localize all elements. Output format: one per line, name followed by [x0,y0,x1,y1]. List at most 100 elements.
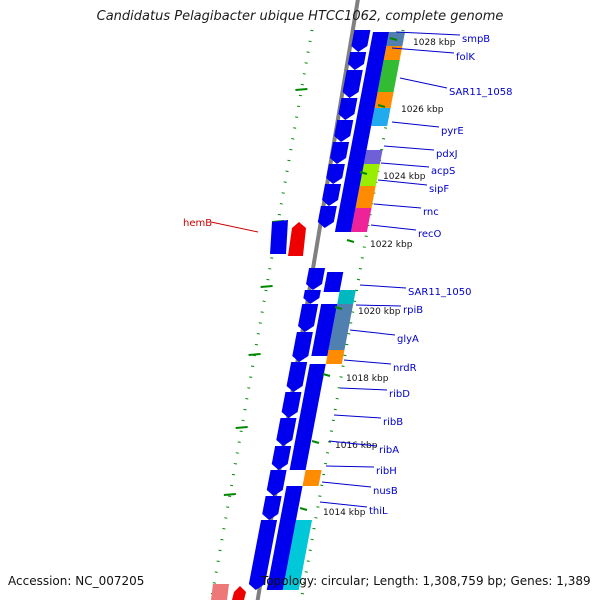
gene-label: rpiB [403,305,423,316]
bottom-gene-red [232,586,246,600]
gene-arrow [306,268,326,290]
gene-feature [350,208,372,232]
gene-arrow [262,496,282,520]
guide-tick [223,493,236,496]
gene-label: nrdR [393,363,417,374]
kbp-tick-mark [311,440,320,444]
gene-label: pyrE [441,126,464,137]
guide-tick [235,426,248,429]
gene-label: ribD [389,389,410,400]
gene-feature [383,46,403,60]
gene-feature [355,186,376,208]
gene-feature [359,164,380,186]
gene-leader-line [377,179,428,186]
gene-label: hemB [183,218,212,229]
gene-arrow [326,164,345,184]
gene-arrow [334,120,354,142]
kbp-tick-mark [334,306,343,310]
gene-block [295,400,319,440]
gene-block [289,440,312,470]
gene-leader-line [321,481,372,488]
gene-arrow [351,30,371,52]
kbp-tick-label: 1018 kbp [346,374,389,384]
gene-feature [377,60,400,92]
kbp-tick-label: 1016 kbp [335,441,378,451]
gene-feature [302,470,322,486]
hemB-gene-blue [270,220,288,254]
kbp-tick-label: 1022 kbp [370,240,413,250]
gene-block [280,486,303,520]
gene-feature [282,520,313,590]
gene-block [354,108,375,128]
gene-block [346,150,367,172]
gene-label: recO [418,229,442,240]
kbp-tick-label: 1028 kbp [413,38,456,48]
gene-leader-line [391,47,455,54]
guide-tick [260,285,273,288]
gene-block [302,364,326,400]
gene-arrow [303,290,321,304]
gene-leader-line [359,284,407,289]
kbp-tick-mark [389,37,398,41]
gene-block [334,196,358,232]
accession-text: Accession: NC_007205 [8,574,145,588]
gene-label: ribH [376,466,397,477]
gene-leader-line [395,31,461,36]
gene-arrow [298,304,319,332]
gene-label: ribA [379,445,399,456]
bottom-gene-pink [211,584,229,600]
gene-leader-line [399,77,448,89]
gene-label: folK [456,52,475,63]
gene-block [323,272,344,292]
gene-arrow [276,418,297,446]
gene-arrow [322,184,342,206]
gene-leader-line [355,304,402,307]
gene-leader-line [325,465,375,468]
hemB-gene-red [288,222,306,256]
kbp-tick-label: 1020 kbp [358,307,401,317]
gene-arrow [281,392,302,418]
gene-leader-line [349,329,396,336]
gene-leader-line [370,224,417,231]
gene-block [311,304,338,356]
gene-arrow [347,52,367,70]
gene-arrow [266,470,287,496]
gene-feature [374,92,394,108]
gene-leader-line [319,501,368,508]
gene-label: rnc [423,207,439,218]
gene-feature [328,304,354,350]
gene-block [266,520,297,590]
kbp-tick-label: 1026 kbp [401,105,444,115]
kbp-tick-label: 1024 kbp [383,172,426,182]
gene-arrow [338,98,358,120]
gene-arrow [271,446,292,470]
gene-block [341,172,363,196]
kbp-tick-mark [299,507,308,511]
gene-label: SAR11_1058 [449,87,513,98]
gene-arrow [317,206,337,228]
gene-block [367,32,390,60]
gene-feature [325,350,345,364]
guide-tick [248,353,261,356]
gene-feature [337,290,356,304]
kbp-tick-mark [322,373,331,377]
gene-leader-line [383,145,435,151]
guide-tick [295,88,308,91]
gene-leader-line [339,387,388,391]
gene-label: acpS [431,166,455,177]
gene-block [362,60,384,86]
gene-leader-line [210,221,259,233]
topology-text: Topology: circular; Length: 1,308,759 bp… [261,574,591,588]
gene-label: sipF [429,184,449,195]
gene-label: glyA [397,334,419,345]
gene-leader-line [333,414,382,419]
gene-arrow [248,520,278,590]
gene-leader-line [373,203,422,209]
page-title: Candidatus Pelagibacter ubique HTCC1062,… [96,9,504,24]
gene-feature [363,150,383,164]
gene-arrow [286,362,308,392]
kbp-tick-mark [359,171,368,175]
gene-label: nusB [373,486,398,497]
